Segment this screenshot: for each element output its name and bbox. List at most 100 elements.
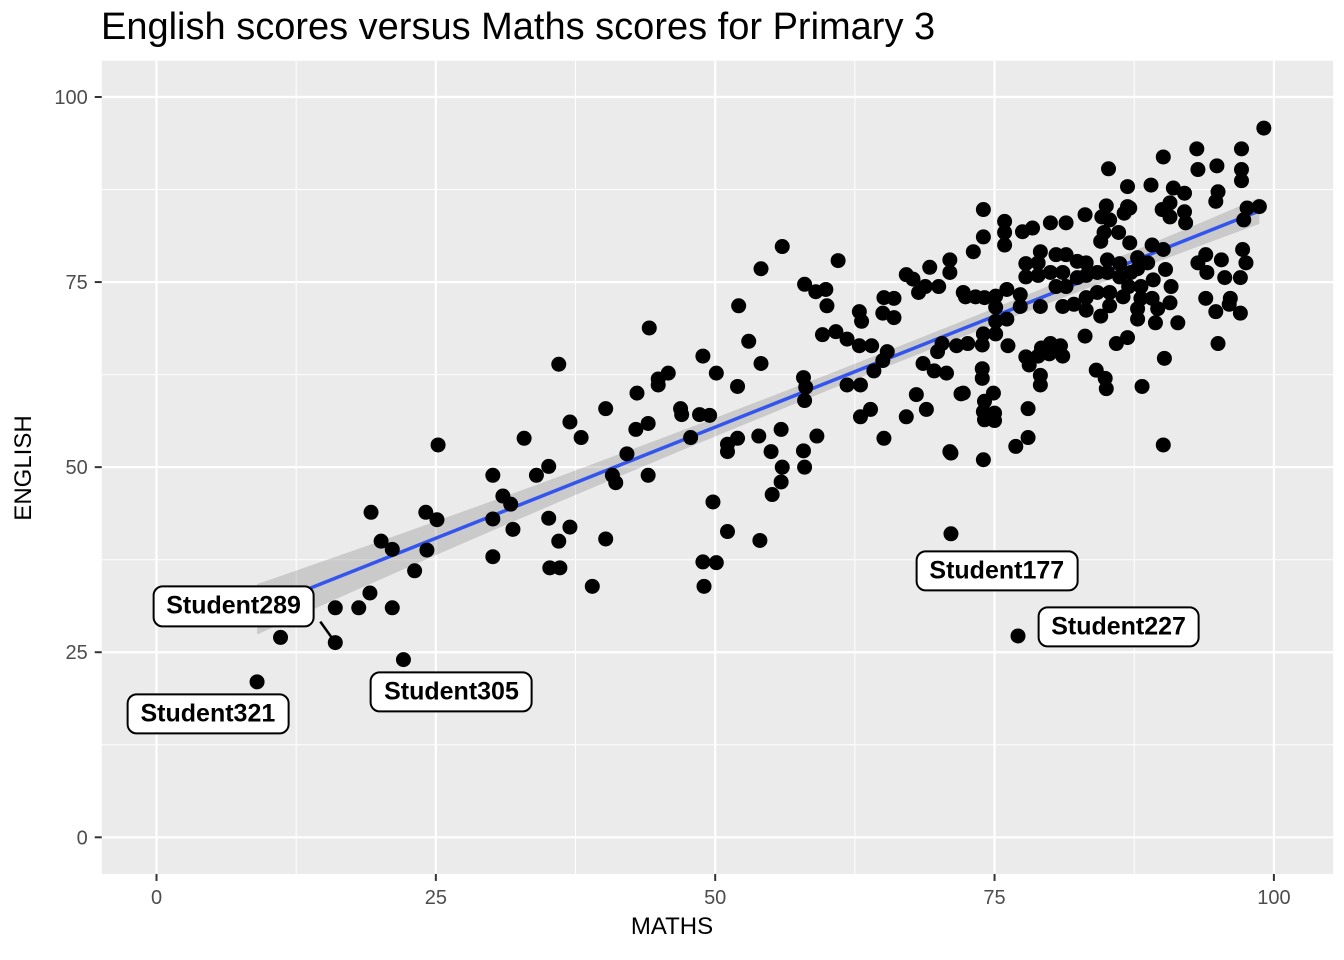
y-tick-label: 100 (54, 87, 87, 109)
data-point (1147, 315, 1163, 331)
data-point (1101, 161, 1117, 177)
data-point (1208, 304, 1224, 320)
data-point (908, 387, 924, 403)
data-point (886, 290, 902, 306)
data-point (1058, 279, 1074, 295)
x-tick-label: 25 (425, 887, 447, 909)
data-point (641, 320, 657, 336)
data-point (249, 674, 265, 690)
y-axis-title: ENGLISH (10, 415, 37, 521)
data-point (541, 458, 557, 474)
data-point (1078, 290, 1094, 306)
data-point (551, 356, 567, 372)
data-point (619, 446, 635, 462)
data-point (351, 600, 367, 616)
data-point (429, 512, 445, 528)
data-point (1256, 120, 1272, 136)
data-point (934, 336, 950, 352)
data-point (774, 239, 790, 255)
data-point (407, 563, 423, 579)
data-point (1025, 220, 1041, 236)
data-point (864, 338, 880, 354)
data-point (988, 313, 1004, 329)
data-point (997, 224, 1013, 240)
data-point (327, 635, 343, 651)
data-point (1020, 401, 1036, 417)
data-point (551, 533, 567, 549)
data-point (876, 430, 892, 446)
data-point (1233, 141, 1249, 157)
data-point (999, 311, 1015, 327)
data-point (1120, 330, 1136, 346)
data-point (997, 237, 1013, 253)
data-point (1102, 212, 1118, 228)
data-point (975, 202, 991, 218)
data-point (752, 532, 768, 548)
data-point (1233, 162, 1249, 178)
data-point (926, 363, 942, 379)
data-point (418, 504, 434, 520)
data-point (528, 467, 544, 483)
data-point (419, 542, 435, 558)
data-point (541, 510, 557, 526)
data-point (1108, 336, 1124, 352)
data-point (1010, 628, 1026, 644)
student-label-student177: Student177 (915, 550, 1079, 592)
data-point (1143, 177, 1159, 193)
data-point (1008, 438, 1024, 454)
data-point (797, 276, 813, 292)
data-point (1093, 308, 1109, 324)
data-point (997, 213, 1013, 229)
data-point (915, 356, 931, 372)
data-point (1055, 299, 1071, 315)
data-point (988, 299, 1004, 315)
data-point (1198, 247, 1214, 263)
data-point (708, 365, 724, 381)
data-point (1236, 212, 1252, 228)
data-point (1089, 284, 1105, 300)
data-point (917, 279, 933, 295)
data-point (1032, 244, 1048, 260)
data-point (988, 326, 1004, 342)
data-point (640, 415, 656, 431)
data-point (852, 377, 868, 393)
confidence-band (257, 197, 1260, 635)
data-point (988, 288, 1004, 304)
data-point (974, 337, 990, 353)
data-point (1032, 377, 1048, 393)
data-point (1130, 261, 1146, 277)
data-point (1055, 264, 1071, 280)
data-point (505, 521, 521, 537)
data-point (764, 487, 780, 503)
data-point (1102, 284, 1118, 300)
data-point (763, 444, 779, 460)
data-point (719, 444, 735, 460)
data-point (975, 229, 991, 245)
data-point (362, 585, 378, 601)
y-tick-label: 25 (65, 642, 87, 664)
data-point (1251, 199, 1267, 215)
data-point (931, 279, 947, 295)
data-point (1145, 272, 1161, 288)
data-point (753, 261, 769, 277)
data-point (1155, 437, 1171, 453)
data-point (851, 338, 867, 354)
student-label-student289: Student289 (152, 585, 315, 627)
data-point (562, 414, 578, 430)
data-point (373, 533, 389, 549)
data-point (1239, 200, 1255, 216)
data-point (1199, 264, 1215, 280)
data-point (905, 271, 921, 287)
data-point (1232, 305, 1248, 321)
x-tick-label: 75 (983, 887, 1005, 909)
data-point (975, 452, 991, 468)
data-point (943, 445, 959, 461)
data-point (1155, 149, 1171, 165)
student-label-student227: Student227 (1037, 606, 1200, 648)
data-point (584, 578, 600, 594)
data-point (1093, 233, 1109, 249)
data-point (798, 379, 814, 395)
data-point (773, 421, 789, 437)
data-point (1162, 295, 1178, 311)
data-point (886, 310, 902, 326)
